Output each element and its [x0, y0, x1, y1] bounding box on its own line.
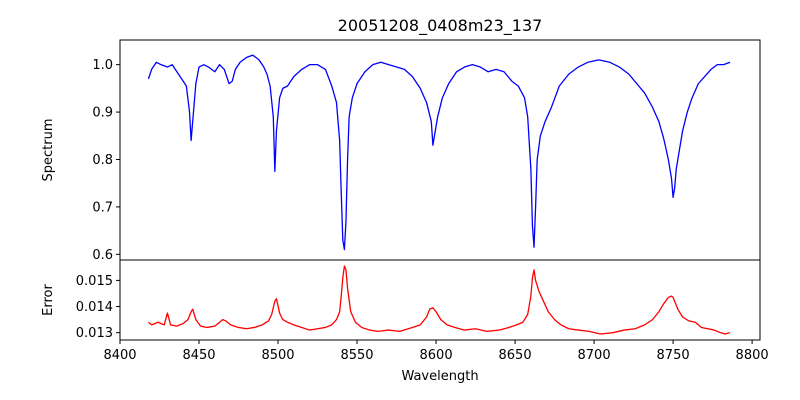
error-x-ticks: 8400 8450 8500 8550 8600 8650 8700 8750 8800: [103, 340, 769, 363]
x-tick-label: 8450: [182, 348, 215, 363]
spectrum-y-tick-label: 0.6: [92, 248, 113, 263]
x-tick: 8650: [499, 340, 532, 363]
error-y-tick-label: 0.013: [76, 326, 113, 341]
error-y-tick: 0.014: [76, 300, 120, 315]
error-y-ticks: 0.013 0.014 0.015: [76, 274, 120, 341]
error-y-tick-label: 0.015: [76, 274, 113, 289]
spectrum-y-tick: 0.6: [92, 248, 120, 263]
error-y-tick-label: 0.014: [76, 300, 113, 315]
spectrum-y-tick-label: 0.8: [92, 153, 113, 168]
error-y-axis-label: Error: [41, 284, 56, 316]
x-tick: 8400: [103, 340, 137, 363]
spectrum-y-tick: 0.7: [92, 200, 120, 215]
x-tick: 8750: [657, 340, 690, 363]
error-series-line: [148, 265, 731, 335]
error-y-tick: 0.013: [76, 326, 120, 341]
x-tick-label: 8550: [340, 348, 373, 363]
spectrum-y-tick-label: 0.9: [92, 106, 113, 121]
spectrum-y-tick: 0.9: [92, 106, 120, 121]
spectrum-y-tick-label: 1.0: [92, 58, 113, 73]
spectrum-y-axis-label: Spectrum: [41, 119, 56, 182]
spectrum-y-ticks: 0.6 0.7 0.8 0.9 1.0: [92, 58, 120, 263]
x-tick-label: 8700: [578, 348, 611, 363]
x-tick: 8600: [420, 340, 453, 363]
x-tick: 8500: [261, 340, 295, 363]
spectrum-series-line: [147, 54, 731, 251]
x-tick: 8800: [736, 340, 769, 363]
spectrum-y-tick: 1.0: [92, 58, 120, 73]
x-tick-label: 8650: [499, 348, 532, 363]
x-tick: 8700: [578, 340, 611, 363]
x-tick-label: 8400: [103, 348, 136, 363]
x-tick-label: 8600: [420, 348, 453, 363]
error-axes-frame: [119, 259, 761, 341]
error-plot: 0.013 0.014 0.015 8400 8450 8500 8550 8600 8650…: [41, 259, 769, 384]
spectrum-y-tick: 0.8: [92, 153, 120, 168]
chart-title: 20051208_0408m23_137: [338, 16, 543, 36]
x-tick: 8550: [340, 340, 374, 363]
x-tick: 8450: [182, 340, 216, 363]
x-tick-label: 8800: [736, 348, 769, 363]
x-axis-label: Wavelength: [401, 369, 478, 384]
x-tick-label: 8750: [657, 348, 690, 363]
error-y-tick: 0.015: [76, 274, 120, 289]
spectrum-y-tick-label: 0.7: [92, 200, 113, 215]
x-tick-label: 8500: [261, 348, 294, 363]
